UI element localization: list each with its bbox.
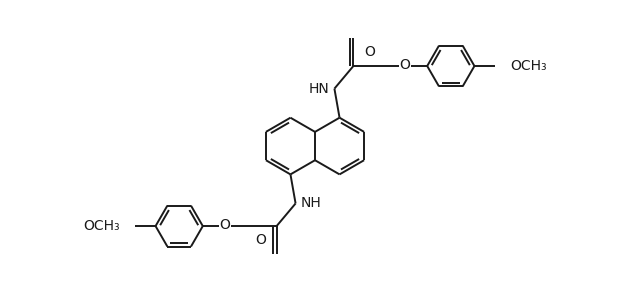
Text: O: O bbox=[399, 58, 411, 72]
Text: OCH₃: OCH₃ bbox=[510, 59, 546, 73]
Text: HN: HN bbox=[309, 82, 329, 96]
Text: OCH₃: OCH₃ bbox=[84, 219, 120, 233]
Text: NH: NH bbox=[301, 196, 321, 210]
Text: O: O bbox=[255, 233, 266, 247]
Text: O: O bbox=[219, 218, 231, 232]
Text: O: O bbox=[364, 45, 375, 59]
